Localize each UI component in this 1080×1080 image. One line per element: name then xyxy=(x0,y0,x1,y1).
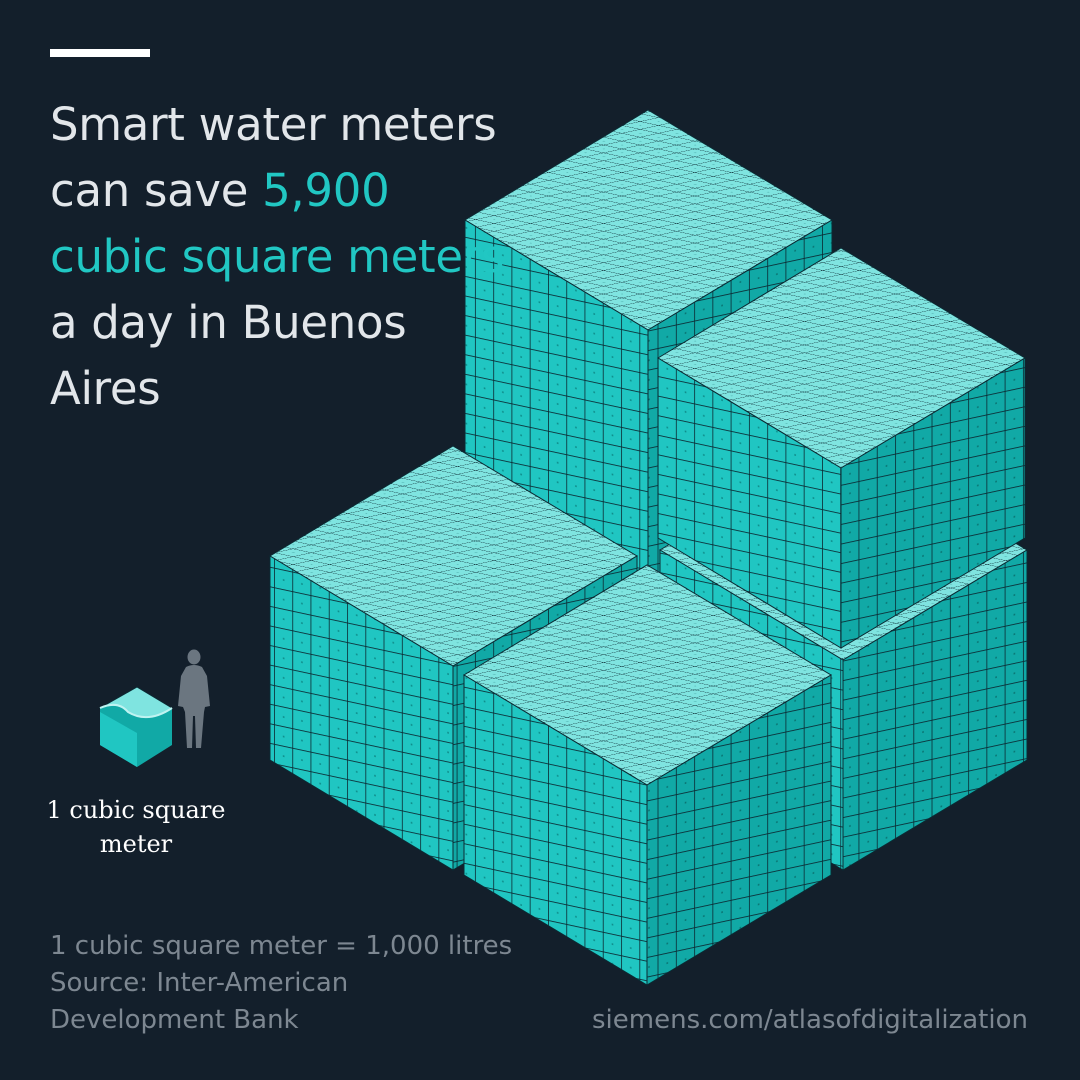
conversion-note: 1 cubic square meter = 1,000 litres xyxy=(50,931,513,961)
source-url: siemens.com/atlasofdigitalization xyxy=(592,1005,1028,1035)
headline: Smart water meters can save 5,900 cubic … xyxy=(50,92,520,422)
water-cube-icon xyxy=(98,686,173,767)
source-line-1: Source: Inter-American xyxy=(50,968,349,998)
headline-text-2: a day in Buenos Aires xyxy=(50,296,407,415)
footnote: 1 cubic square meter = 1,000 litres Sour… xyxy=(50,928,570,1039)
person-silhouette-icon xyxy=(178,649,210,748)
headline-text-1: Smart water meters can save xyxy=(50,98,497,217)
water-cube-right-top xyxy=(657,247,1026,649)
source-line-2: Development Bank xyxy=(50,1005,299,1035)
unit-cube-label: 1 cubic square meter xyxy=(46,796,226,858)
accent-bar xyxy=(50,49,150,57)
headline-highlight: 5,900 cubic square meters xyxy=(50,164,505,283)
water-cube-front xyxy=(463,564,832,986)
